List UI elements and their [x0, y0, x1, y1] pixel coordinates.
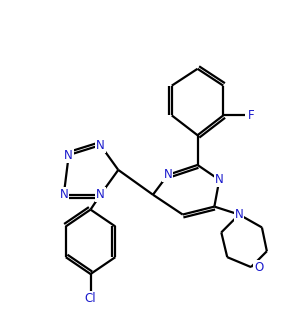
Text: N: N: [96, 188, 105, 201]
Text: F: F: [248, 109, 254, 122]
Text: N: N: [163, 168, 172, 182]
Text: N: N: [59, 188, 68, 201]
Text: N: N: [215, 173, 224, 186]
Text: O: O: [254, 261, 263, 274]
Text: N: N: [96, 139, 105, 151]
Text: Cl: Cl: [85, 292, 96, 305]
Text: N: N: [235, 208, 243, 221]
Text: N: N: [64, 149, 73, 162]
